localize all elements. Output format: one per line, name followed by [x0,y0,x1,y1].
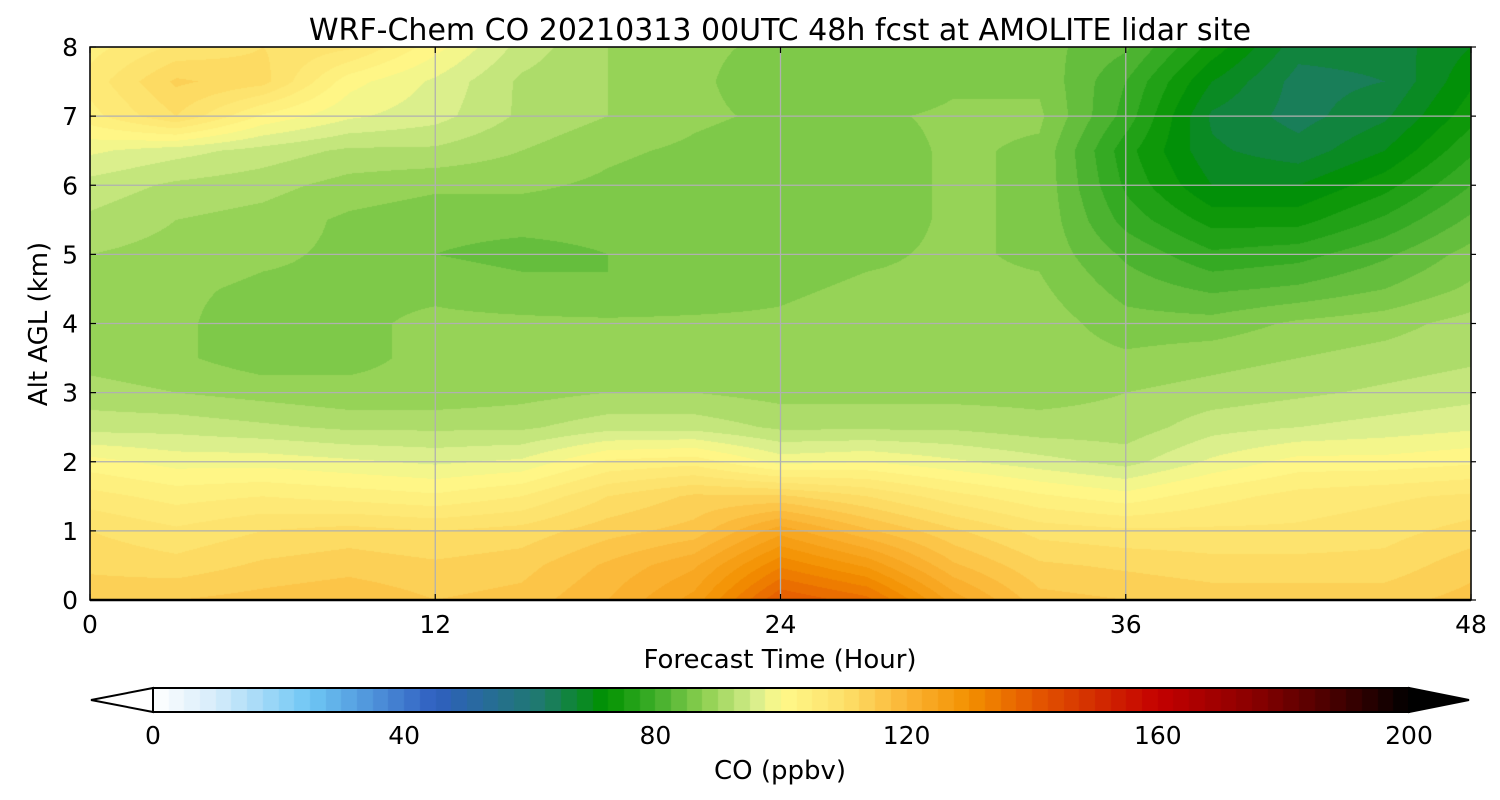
y-tick-label: 6 [62,171,78,200]
colorbar-tick-label: 160 [1134,721,1182,750]
colorbar-ticks: 0 40 80 120 160 200 [145,721,1433,750]
y-tick-label: 2 [62,448,78,477]
chart-title: WRF-Chem CO 20210313 00UTC 48h fcst at A… [309,13,1251,48]
y-tick-label: 7 [62,102,78,131]
colorbar-tick-label: 120 [883,721,931,750]
colorbar-tick-label: 40 [388,721,420,750]
colorbar-label: CO (ppbv) [714,756,846,786]
colorbar-gradient [153,688,1409,712]
colorbar-tick-label: 0 [145,721,161,750]
x-tick-label: 12 [419,610,451,639]
y-tick-label: 4 [62,310,78,339]
colorbar-tick-label: 80 [639,721,671,750]
y-tick-label: 1 [62,517,78,546]
colorbar: 0 40 80 120 160 200 CO (ppbv) [90,686,1470,786]
x-tick-label: 48 [1455,610,1487,639]
y-tick-label: 3 [62,379,78,408]
x-tick-label: 24 [765,610,797,639]
y-tick-label: 8 [62,33,78,62]
colorbar-extend-high [1408,686,1470,714]
colorbar-extend-low [90,686,154,714]
y-axis-label: Alt AGL (km) [24,242,54,406]
x-tick-label: 36 [1110,610,1142,639]
colorbar-tick-label: 200 [1385,721,1433,750]
y-tick-label: 5 [62,240,78,269]
x-tick-label: 0 [82,610,98,639]
x-axis-label: Forecast Time (Hour) [643,645,916,675]
y-tick-label: 0 [62,586,78,615]
colorbar-frame [152,687,1410,713]
